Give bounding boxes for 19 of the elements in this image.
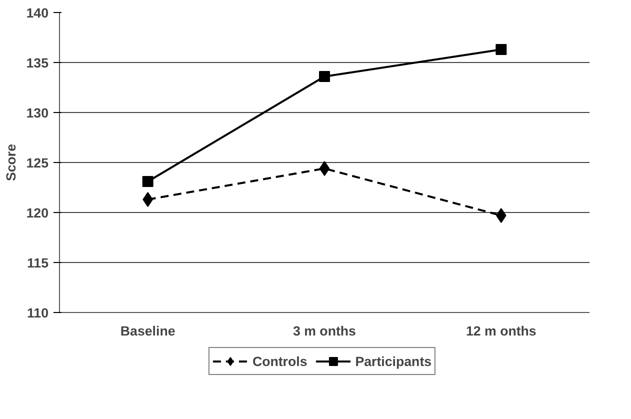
point bbox=[496, 208, 506, 223]
point bbox=[142, 192, 153, 207]
y-tick-label: 140 bbox=[26, 6, 49, 20]
y-tick-label: 125 bbox=[26, 156, 50, 170]
legend-label: Participants bbox=[355, 354, 432, 368]
x-tick-label: 12 m onths bbox=[466, 324, 536, 338]
y-tick-label: 130 bbox=[26, 106, 49, 120]
point bbox=[496, 44, 507, 55]
point bbox=[319, 161, 330, 176]
y-tick-label: 135 bbox=[26, 56, 50, 70]
legend-label: Controls bbox=[252, 354, 308, 368]
y-tick-label: 110 bbox=[27, 306, 49, 320]
y-tick-label: 115 bbox=[27, 256, 50, 270]
point bbox=[319, 71, 330, 82]
x-tick-label: 3 m onths bbox=[293, 324, 356, 338]
x-tick-label: Baseline bbox=[120, 324, 176, 338]
y-tick-label: 120 bbox=[26, 206, 49, 220]
point bbox=[142, 176, 154, 187]
y-axis-title: Score bbox=[3, 144, 18, 182]
